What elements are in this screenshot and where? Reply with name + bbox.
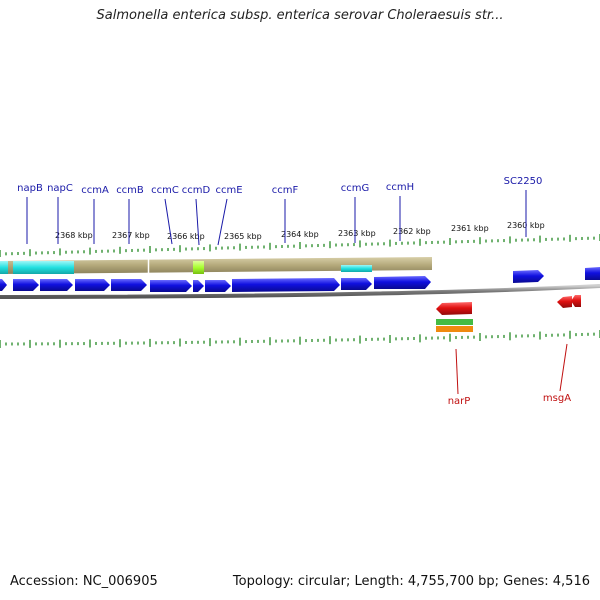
narP-cog-orange xyxy=(436,326,473,332)
gene-leader-line xyxy=(559,343,568,392)
kbp-tick-label: 2368 kbp xyxy=(55,231,93,240)
genome-backbone xyxy=(0,284,600,299)
narP-cog-bands xyxy=(436,319,473,332)
gene-arrow-napC[interactable] xyxy=(40,279,73,291)
kbp-tick-label: 2362 kbp xyxy=(393,227,431,236)
accession-text: Accession: NC_006905 xyxy=(10,574,158,589)
kbp-tick-label: 2363 kbp xyxy=(338,229,376,238)
genome-summary-text: Topology: circular; Length: 4,755,700 bp… xyxy=(232,574,590,589)
gene-arrow-edge-right[interactable] xyxy=(585,267,600,280)
gene-arrow-SC2250[interactable] xyxy=(513,270,544,283)
cog-band-olive xyxy=(0,257,432,274)
gene-label-napC[interactable]: napC xyxy=(47,183,73,194)
forward-gene-track xyxy=(0,267,600,292)
gene-arrow-ccmG[interactable] xyxy=(341,278,372,290)
gene-label-ccmD[interactable]: ccmD xyxy=(182,185,211,196)
gene-arrow-ccmB[interactable] xyxy=(111,279,147,291)
kbp-tick-label: 2367 kbp xyxy=(112,231,150,240)
gene-label-ccmH[interactable]: ccmH xyxy=(386,182,414,193)
reverse-gene-track xyxy=(436,295,581,315)
kbp-tick-label: 2365 kbp xyxy=(224,232,262,241)
gene-label-SC2250[interactable]: SC2250 xyxy=(504,176,543,187)
gene-label-msgA[interactable]: msgA xyxy=(543,393,571,404)
gene-label-ccmB[interactable]: ccmB xyxy=(116,185,144,196)
kbp-label-group: 2368 kbp 2367 kbp 2366 kbp 2365 kbp 2364 kbp… xyxy=(55,221,545,241)
gene-label-ccmE[interactable]: ccmE xyxy=(215,185,242,196)
gene-arrow-msgA-1[interactable] xyxy=(557,296,572,308)
narP-cog-green xyxy=(436,319,473,325)
kbp-tick-label: 2361 kbp xyxy=(451,224,489,233)
gene-label-narP[interactable]: narP xyxy=(448,396,471,407)
gene-label-ccmC[interactable]: ccmC xyxy=(151,185,179,196)
gene-arrow-napB-left[interactable] xyxy=(0,279,7,291)
genome-title: Salmonella enterica subsp. enterica sero… xyxy=(96,8,504,23)
cog-segment-cyan-napC xyxy=(13,261,74,274)
kbp-tick-label: 2366 kbp xyxy=(167,232,205,241)
gene-leader-line xyxy=(195,198,200,246)
gene-arrow-ccmF[interactable] xyxy=(232,278,340,292)
gene-arrow-ccmH[interactable] xyxy=(374,276,431,289)
gene-arrow-ccmA[interactable] xyxy=(75,279,110,291)
cog-segment-lime-ccmD xyxy=(193,261,204,274)
inner-tick-ring xyxy=(0,330,600,348)
gene-leader-line xyxy=(455,348,459,395)
cog-feature-band xyxy=(0,257,432,275)
gene-label-napB[interactable]: napB xyxy=(17,183,43,194)
cog-segment-cyan-ccmG xyxy=(341,265,372,272)
gene-leader-line xyxy=(164,198,173,245)
cog-segment-cyan-napB xyxy=(0,261,8,274)
kbp-tick-label: 2364 kbp xyxy=(281,230,319,239)
gene-arrow-napB[interactable] xyxy=(13,279,39,291)
gene-arrow-narP[interactable] xyxy=(436,302,472,315)
gene-arrow-ccmD[interactable] xyxy=(193,280,204,292)
gene-label-ccmA[interactable]: ccmA xyxy=(81,185,109,196)
gene-arrow-ccmE[interactable] xyxy=(205,280,231,292)
gene-leader-line xyxy=(217,198,228,246)
gene-label-ccmF[interactable]: ccmF xyxy=(272,185,299,196)
top-gene-labels: napB napC ccmA ccmB ccmC ccmD ccmE ccmF ccmG ccmH… xyxy=(17,176,543,246)
gene-label-ccmG[interactable]: ccmG xyxy=(341,183,370,194)
outer-tick-ring xyxy=(0,234,600,257)
gene-arrow-msgA-2[interactable] xyxy=(571,295,581,307)
bottom-gene-labels: narP msgA xyxy=(448,343,571,407)
gene-arrow-ccmC[interactable] xyxy=(150,280,192,292)
